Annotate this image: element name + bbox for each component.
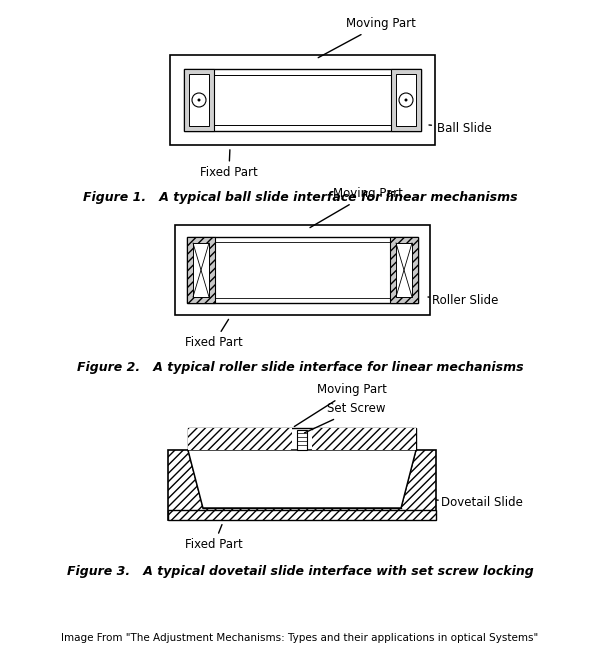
Polygon shape (188, 450, 416, 508)
Text: Fixed Part: Fixed Part (200, 150, 258, 179)
Circle shape (192, 93, 206, 107)
Text: Dovetail Slide: Dovetail Slide (436, 497, 523, 510)
Bar (168, 510, 436, 520)
Bar (168, 450, 436, 520)
Text: Moving Part: Moving Part (295, 384, 387, 426)
Bar (189, 74, 209, 126)
Text: Fixed Part: Fixed Part (185, 319, 243, 350)
Text: Ball Slide: Ball Slide (429, 122, 492, 135)
Bar (188, 428, 292, 450)
Bar (187, 237, 418, 303)
Text: Figure 3.   A typical dovetail slide interface with set screw locking: Figure 3. A typical dovetail slide inter… (67, 566, 533, 578)
Text: Fixed Part: Fixed Part (185, 525, 243, 551)
Bar (390, 237, 418, 303)
Bar (396, 74, 416, 126)
Polygon shape (188, 450, 416, 508)
Bar (391, 69, 421, 131)
Bar (170, 55, 435, 145)
Text: Image From "The Adjustment Mechanisms: Types and their applications in optical S: Image From "The Adjustment Mechanisms: T… (61, 633, 539, 643)
Circle shape (404, 99, 407, 101)
Bar (187, 237, 215, 303)
Bar (297, 430, 307, 450)
Bar (184, 69, 214, 131)
Bar (188, 428, 416, 450)
Text: Figure 2.   A typical roller slide interface for linear mechanisms: Figure 2. A typical roller slide interfa… (77, 361, 523, 374)
Text: Moving Part: Moving Part (310, 187, 403, 228)
Bar (312, 428, 416, 450)
Circle shape (399, 93, 413, 107)
Circle shape (197, 99, 200, 101)
Bar (193, 243, 209, 297)
Text: Set Screw: Set Screw (305, 402, 386, 433)
Text: Figure 1.   A typical ball slide interface for linear mechanisms: Figure 1. A typical ball slide interface… (83, 190, 517, 203)
Text: Moving Part: Moving Part (318, 18, 416, 58)
Bar (396, 243, 412, 297)
Bar (175, 225, 430, 315)
Text: Roller Slide: Roller Slide (428, 294, 499, 307)
Bar (184, 69, 421, 131)
